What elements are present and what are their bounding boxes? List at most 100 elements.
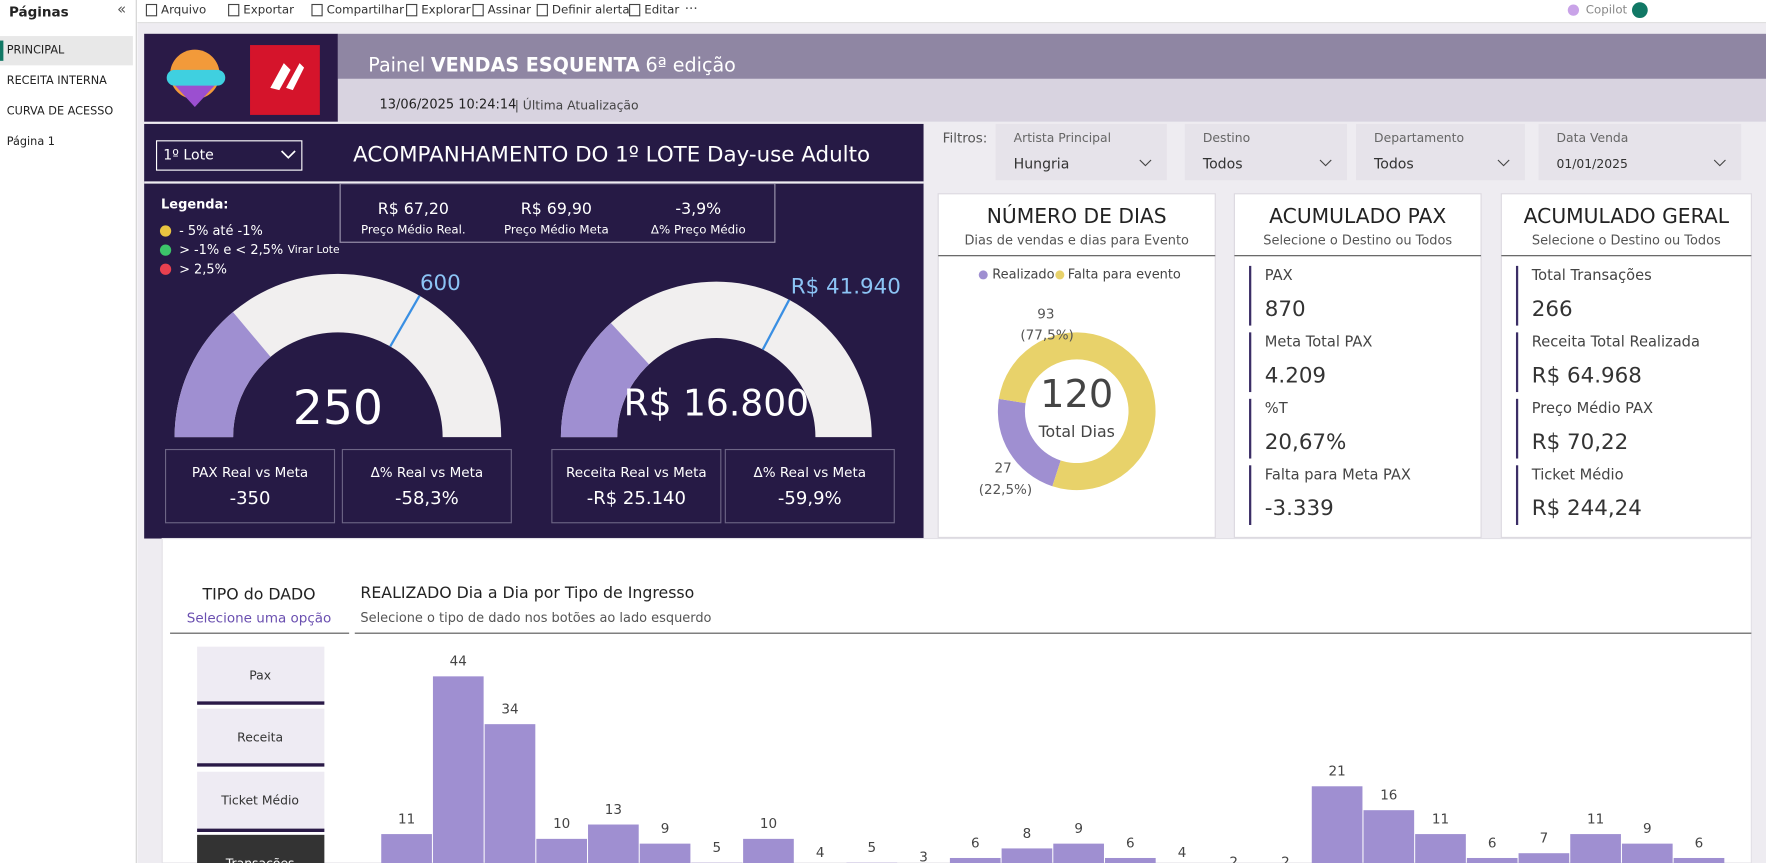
gauge-target-label: 600 <box>420 271 461 296</box>
bar-label: 7 <box>1540 831 1549 847</box>
metric-label: Ticket Médio <box>1531 466 1624 483</box>
toolbar-icon[interactable] <box>311 3 323 17</box>
page-link[interactable]: RECEITA INTERNA <box>7 74 107 87</box>
tipo-button[interactable] <box>197 834 325 863</box>
button-label[interactable]: Receita <box>237 729 283 744</box>
selected-page-marker <box>0 40 4 61</box>
kpi-card <box>551 448 722 524</box>
card-subtitle: Selecione o Destino ou Todos <box>1263 234 1452 249</box>
metric-value: 266 <box>1532 297 1573 322</box>
bar-label: 44 <box>450 654 467 670</box>
bar-label: 16 <box>1380 788 1397 804</box>
toolbar-icon[interactable] <box>145 3 158 17</box>
filter-label: Artista Principal <box>1014 130 1111 145</box>
toolbar-icon[interactable] <box>406 3 418 17</box>
filter-value[interactable]: Hungria <box>1014 156 1070 172</box>
filter-box <box>1356 123 1525 181</box>
refresh-icon[interactable] <box>1631 2 1648 19</box>
bar-label: 11 <box>398 811 415 827</box>
filter-value[interactable]: Todos <box>1373 156 1414 172</box>
metric-label: Falta para Meta PAX <box>1265 466 1411 483</box>
toolbar-item[interactable]: Assinar <box>488 3 531 17</box>
dropdown-value[interactable]: 1º Lote <box>163 147 213 163</box>
bar <box>1621 843 1673 863</box>
copilot[interactable]: Copilot <box>1586 3 1628 17</box>
bar-label: 10 <box>760 816 777 832</box>
filter-value[interactable]: 01/01/2025 <box>1557 156 1628 171</box>
button-label[interactable]: Transações <box>225 856 295 863</box>
gauge-value: 250 <box>293 381 383 436</box>
lote-dropdown[interactable] <box>155 140 303 171</box>
kpi-value: -59,9% <box>778 488 842 509</box>
bar-label: 21 <box>1329 764 1346 780</box>
chart-subtitle: Selecione o tipo de dado nos botões ao l… <box>360 611 711 626</box>
bar-label: 9 <box>1643 821 1652 837</box>
tipo-button[interactable] <box>197 708 325 765</box>
collapse-icon[interactable]: « <box>117 1 126 18</box>
bar <box>1104 857 1156 863</box>
bar <box>536 838 588 863</box>
price-label: Δ% Preço Médio <box>651 222 746 236</box>
legend-dot <box>159 225 172 237</box>
more-icon[interactable]: ··· <box>685 1 698 17</box>
logo-band <box>166 69 226 86</box>
card-subtitle: Dias de vendas e dias para Evento <box>964 234 1189 249</box>
donut-share: (77,5%) <box>1020 328 1073 344</box>
toolbar-icon[interactable] <box>472 3 484 17</box>
page-link[interactable]: PRINCIPAL <box>7 44 65 57</box>
kpi-label: Δ% Real vs Meta <box>371 465 484 481</box>
filter-box <box>1184 123 1348 181</box>
toolbar-item[interactable]: Editar <box>644 3 679 17</box>
gauge-target <box>761 299 791 351</box>
page-link[interactable]: Página 1 <box>7 135 55 148</box>
button-label[interactable]: Pax <box>249 667 271 682</box>
gauge-track <box>560 281 872 438</box>
toolbar-icon[interactable] <box>228 3 240 17</box>
bar <box>1466 857 1518 863</box>
title-suffix: 6ª edição <box>645 53 735 76</box>
bar <box>1518 853 1570 863</box>
gauge-track <box>174 273 502 438</box>
gauge-value: R$ 16.800 <box>624 384 809 425</box>
toolbar-item[interactable]: Exportar <box>243 3 294 17</box>
copilot-icon[interactable] <box>1567 4 1580 16</box>
tipo-button[interactable] <box>197 646 325 704</box>
filter-value[interactable]: Todos <box>1202 156 1243 172</box>
kpi-label: Δ% Real vs Meta <box>754 465 867 481</box>
price-value: R$ 67,20 <box>378 199 449 218</box>
toolbar-item[interactable]: Definir alerta <box>552 3 630 17</box>
toolbar-icon[interactable] <box>536 3 548 17</box>
filter-box <box>995 123 1167 181</box>
metric-label: Meta Total PAX <box>1265 333 1373 350</box>
donut-total-label: Total Dias <box>1038 422 1115 441</box>
toolbar-item[interactable]: Arquivo <box>161 3 206 17</box>
filter-chevron <box>1497 159 1510 167</box>
toolbar-item[interactable]: Explorar <box>421 3 471 17</box>
kpi-label: Receita Real vs Meta <box>566 465 707 481</box>
tipo-button[interactable] <box>197 771 325 831</box>
metric-label: %T <box>1265 400 1288 417</box>
metric-value: R$ 70,22 <box>1532 430 1629 455</box>
metric-label: Receita Total Realizada <box>1532 333 1700 350</box>
update-label: | Última Atualização <box>515 97 639 113</box>
card-title: ACUMULADO PAX <box>1269 204 1446 228</box>
button-label[interactable]: Ticket Médio <box>220 793 299 808</box>
bottom-panel <box>161 537 1752 863</box>
legend-dot <box>978 270 988 280</box>
donut-slice <box>997 398 1061 487</box>
page-link[interactable]: CURVA DE ACESSO <box>7 105 114 118</box>
card-title: NÚMERO DE DIAS <box>987 204 1167 228</box>
logo-shape <box>168 78 221 108</box>
toolbar-item[interactable]: Compartilhar <box>327 3 404 17</box>
bar <box>1363 810 1415 863</box>
title-prefix: Painel <box>368 53 425 76</box>
title-bold: VENDAS ESQUENTA <box>431 53 640 76</box>
legend-note: Virar Lote <box>288 243 340 256</box>
bar-label: 6 <box>971 835 980 851</box>
header-band <box>337 33 1766 79</box>
card-title: ACUMULADO GERAL <box>1524 204 1730 228</box>
bar <box>1415 834 1466 863</box>
metric-value: 870 <box>1265 297 1306 322</box>
toolbar-icon[interactable] <box>629 3 641 17</box>
